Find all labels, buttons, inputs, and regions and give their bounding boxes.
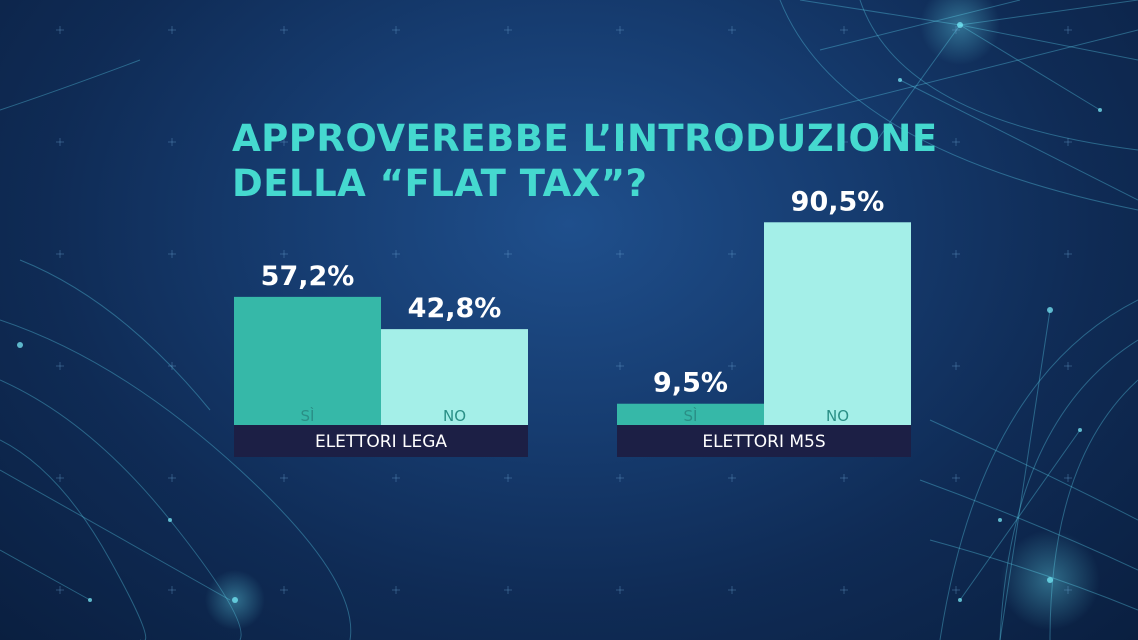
group-label-elettori-lega: ELETTORI LEGA: [315, 432, 447, 452]
group-bar-elettori-m5s: [617, 425, 911, 457]
value-label-elettori-lega-si: 57,2%: [261, 261, 355, 292]
value-label-elettori-lega-no: 42,8%: [408, 293, 502, 324]
category-label-elettori-m5s-si: SÌ: [684, 406, 698, 425]
chart-title-line-2: DELLA “FLAT TAX”?: [232, 162, 648, 205]
bar-elettori-m5s-no: [764, 222, 911, 425]
value-label-elettori-m5s-no: 90,5%: [791, 186, 885, 217]
category-label-elettori-m5s-no: NO: [826, 407, 849, 425]
bar-elettori-lega-no: [381, 329, 528, 425]
category-label-elettori-lega-si: SÌ: [301, 406, 315, 425]
value-label-elettori-m5s-si: 9,5%: [653, 368, 728, 399]
bar-elettori-lega-si: [234, 296, 381, 425]
chart-title: APPROVEREBBE L’INTRODUZIONE DELLA “FLAT …: [232, 116, 938, 206]
chart-title-line-1: APPROVEREBBE L’INTRODUZIONE: [232, 117, 938, 160]
group-bar-elettori-lega: [234, 425, 528, 457]
bar-elettori-m5s-si: [617, 403, 764, 425]
category-label-elettori-lega-no: NO: [443, 407, 466, 425]
group-label-elettori-m5s: ELETTORI M5S: [702, 432, 825, 452]
